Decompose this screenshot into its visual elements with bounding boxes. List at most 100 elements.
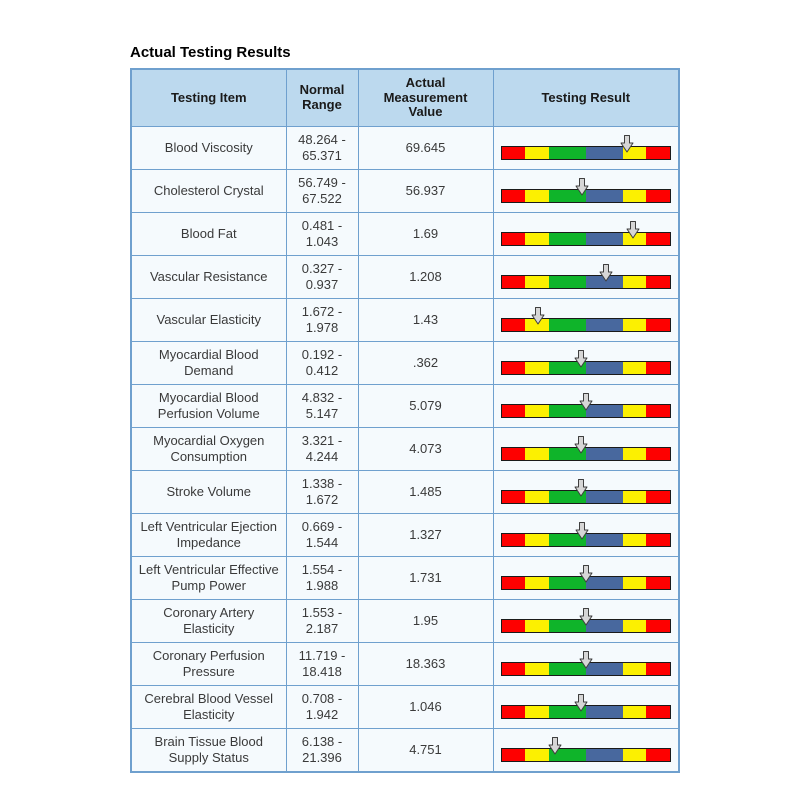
range-bar xyxy=(500,576,671,590)
testing-item-cell: Stroke Volume xyxy=(130,470,287,514)
red-left-segment xyxy=(501,190,526,202)
range-bar xyxy=(500,318,671,332)
result-marker-arrow-icon xyxy=(599,264,613,282)
blue-center-segment xyxy=(585,319,623,331)
result-marker-arrow-icon xyxy=(626,221,640,239)
testing-result-cell xyxy=(492,556,680,600)
yellow-left-segment xyxy=(525,362,549,374)
yellow-right-segment xyxy=(622,233,647,245)
green-center-segment xyxy=(548,190,586,202)
range-bar xyxy=(500,619,671,633)
green-center-segment xyxy=(548,534,586,546)
range-bar xyxy=(500,189,671,203)
green-center-segment xyxy=(548,749,586,761)
normal-range-cell: 6.138 - 21.396 xyxy=(285,728,359,773)
measurement-value-cell: .362 xyxy=(357,341,494,385)
normal-range-cell: 1.554 - 1.988 xyxy=(285,556,359,600)
blue-center-segment xyxy=(585,276,623,288)
normal-range-cell: 4.832 - 5.147 xyxy=(285,384,359,428)
result-bar xyxy=(500,435,671,463)
yellow-left-segment xyxy=(525,749,549,761)
testing-result-cell xyxy=(492,255,680,299)
result-marker-arrow-icon xyxy=(575,178,589,196)
blue-center-segment xyxy=(585,190,623,202)
range-bar xyxy=(500,748,671,762)
range-bar xyxy=(500,705,671,719)
blue-center-segment xyxy=(585,749,623,761)
normal-range-cell: 3.321 - 4.244 xyxy=(285,427,359,471)
measurement-value-cell: 4.751 xyxy=(357,728,494,773)
yellow-right-segment xyxy=(622,534,647,546)
yellow-right-segment xyxy=(622,405,647,417)
testing-result-cell xyxy=(492,341,680,385)
testing-result-cell xyxy=(492,599,680,643)
blue-center-segment xyxy=(585,663,623,675)
yellow-left-segment xyxy=(525,448,549,460)
yellow-right-segment xyxy=(622,706,647,718)
testing-result-cell xyxy=(492,384,680,428)
blue-center-segment xyxy=(585,405,623,417)
table-row: Brain Tissue Blood Supply Status 6.138 -… xyxy=(130,728,680,773)
blue-center-segment xyxy=(585,147,623,159)
testing-item-cell: Coronary Perfusion Pressure xyxy=(130,642,287,686)
measurement-value-cell: 1.485 xyxy=(357,470,494,514)
measurement-value-cell: 1.731 xyxy=(357,556,494,600)
yellow-left-segment xyxy=(525,491,549,503)
measurement-value-cell: 1.43 xyxy=(357,298,494,342)
red-left-segment xyxy=(501,276,526,288)
testing-result-cell xyxy=(492,126,680,170)
range-bar xyxy=(500,275,671,289)
table-row: Myocardial Blood Perfusion Volume 4.832 … xyxy=(130,384,680,428)
normal-range-cell: 0.481 - 1.043 xyxy=(285,212,359,256)
result-bar xyxy=(500,349,671,377)
red-left-segment xyxy=(501,147,526,159)
red-right-segment xyxy=(646,405,670,417)
table-row: Myocardial Oxygen Consumption 3.321 - 4.… xyxy=(130,427,680,471)
result-marker-arrow-icon xyxy=(548,737,562,755)
result-bar xyxy=(500,306,671,334)
yellow-right-segment xyxy=(622,362,647,374)
green-center-segment xyxy=(548,276,586,288)
measurement-value-cell: 1.208 xyxy=(357,255,494,299)
blue-center-segment xyxy=(585,448,623,460)
testing-result-cell xyxy=(492,470,680,514)
table-row: Cerebral Blood Vessel Elasticity 0.708 -… xyxy=(130,685,680,729)
red-right-segment xyxy=(646,534,670,546)
red-right-segment xyxy=(646,448,670,460)
result-marker-arrow-icon xyxy=(579,608,593,626)
red-right-segment xyxy=(646,276,670,288)
green-center-segment xyxy=(548,491,586,503)
normal-range-cell: 0.708 - 1.942 xyxy=(285,685,359,729)
table-row: Cholesterol Crystal 56.749 - 67.522 56.9… xyxy=(130,169,680,213)
measurement-value-cell: 5.079 xyxy=(357,384,494,428)
measurement-value-cell: 1.327 xyxy=(357,513,494,557)
green-center-segment xyxy=(548,319,586,331)
green-center-segment xyxy=(548,448,586,460)
table-row: Blood Viscosity 48.264 - 65.371 69.645 xyxy=(130,126,680,170)
result-marker-arrow-icon xyxy=(579,393,593,411)
testing-item-cell: Blood Viscosity xyxy=(130,126,287,170)
result-marker-arrow-icon xyxy=(574,479,588,497)
table-row: Vascular Elasticity 1.672 - 1.978 1.43 xyxy=(130,298,680,342)
results-table: Testing Item Normal Range Actual Measure… xyxy=(130,68,680,773)
result-bar xyxy=(500,564,671,592)
result-bar xyxy=(500,177,671,205)
table-row: Left Ventricular Effective Pump Power 1.… xyxy=(130,556,680,600)
yellow-right-segment xyxy=(622,448,647,460)
yellow-left-segment xyxy=(525,577,549,589)
red-left-segment xyxy=(501,319,526,331)
red-right-segment xyxy=(646,706,670,718)
testing-item-cell: Vascular Resistance xyxy=(130,255,287,299)
yellow-right-segment xyxy=(622,319,647,331)
testing-item-cell: Left Ventricular Ejection Impedance xyxy=(130,513,287,557)
red-right-segment xyxy=(646,362,670,374)
yellow-left-segment xyxy=(525,706,549,718)
red-left-segment xyxy=(501,706,526,718)
result-marker-arrow-icon xyxy=(579,651,593,669)
range-bar xyxy=(500,232,671,246)
red-left-segment xyxy=(501,233,526,245)
result-marker-arrow-icon xyxy=(574,350,588,368)
normal-range-cell: 1.672 - 1.978 xyxy=(285,298,359,342)
testing-item-cell: Myocardial Blood Perfusion Volume xyxy=(130,384,287,428)
yellow-left-segment xyxy=(525,405,549,417)
